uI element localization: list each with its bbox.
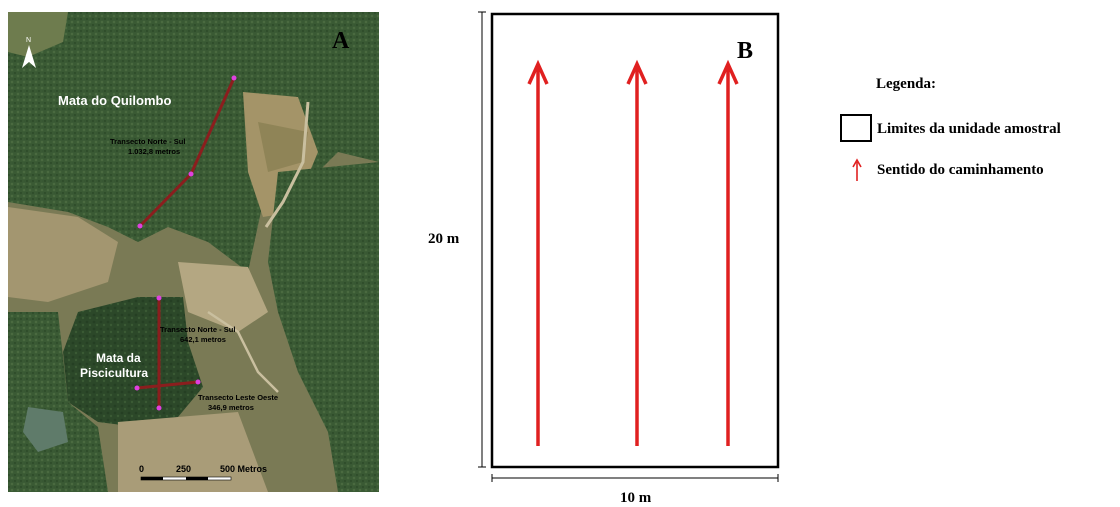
satellite-map-panel: Mata do Quilombo Transecto Norte - Sul 1…	[8, 12, 379, 492]
walking-arrow	[527, 59, 549, 446]
transect-point	[156, 405, 162, 411]
clearing-north-inner	[258, 122, 308, 172]
lake	[23, 407, 68, 452]
satellite-map: Mata do Quilombo Transecto Norte - Sul 1…	[8, 12, 379, 492]
transect-lines	[134, 75, 237, 411]
width-dimension: 10 m	[491, 474, 779, 506]
transect-2-name: Transecto Norte - Sul	[160, 325, 235, 334]
transect-1-length: 1.032,8 metros	[128, 147, 180, 156]
scale-tick-500: 500 Metros	[220, 464, 267, 474]
field-center	[178, 262, 268, 332]
height-label: 20 m	[428, 231, 460, 247]
sampling-unit-diagram: 20 m B 10 m	[428, 11, 1061, 506]
transect-point	[156, 295, 162, 301]
legend-item-direction: Sentido do caminhamento	[877, 162, 1044, 178]
road-center	[207, 310, 279, 393]
sampling-unit-panel: 20 m B 10 m	[420, 0, 1120, 507]
legend-item-boundary: Limites da unidade amostral	[877, 121, 1061, 137]
transect-1-name: Transecto Norte - Sul	[110, 137, 185, 146]
transect-point	[134, 385, 140, 391]
transect-point	[195, 379, 201, 385]
transect-point	[231, 75, 237, 81]
forest-label-piscicultura-line1: Mata da	[96, 351, 141, 365]
forest-east	[268, 162, 379, 492]
road-north	[264, 101, 310, 228]
transect-point	[188, 171, 194, 177]
forest-piscicultura	[63, 297, 203, 427]
scale-tick-250: 250	[176, 464, 191, 474]
legend: Legenda: Limites da unidade amostral Sen…	[840, 76, 1061, 181]
transect-point	[137, 223, 143, 229]
height-dimension: 20 m	[428, 11, 486, 468]
walking-arrow	[626, 59, 648, 446]
legend-title: Legenda:	[876, 76, 936, 92]
field-south	[118, 412, 268, 492]
walking-direction-arrows	[527, 59, 739, 446]
forest-label-quilombo: Mata do Quilombo	[58, 93, 171, 108]
panel-letter-a: A	[332, 28, 350, 54]
panel-letter-b: B	[737, 38, 753, 64]
transect-3-name: Transecto Leste Oeste	[198, 393, 278, 402]
width-label: 10 m	[620, 490, 652, 506]
forest-label-piscicultura-line2: Piscicultura	[80, 366, 148, 380]
open-area-topleft	[8, 12, 68, 57]
transect-east-west	[136, 380, 199, 390]
scale-bar: 0 250 500 Metros	[139, 464, 267, 481]
red-arrow-icon	[852, 158, 862, 181]
forest-southwest	[8, 312, 108, 492]
north-arrow-icon: N	[22, 37, 36, 68]
transect-2-length: 642,1 metros	[180, 335, 226, 344]
square-outline-icon	[840, 114, 872, 142]
walking-arrow	[717, 59, 739, 446]
field-west	[8, 207, 118, 302]
scale-tick-0: 0	[139, 464, 144, 474]
transect-3-length: 346,9 metros	[208, 403, 254, 412]
forest-north	[8, 12, 379, 272]
north-label: N	[26, 37, 31, 44]
